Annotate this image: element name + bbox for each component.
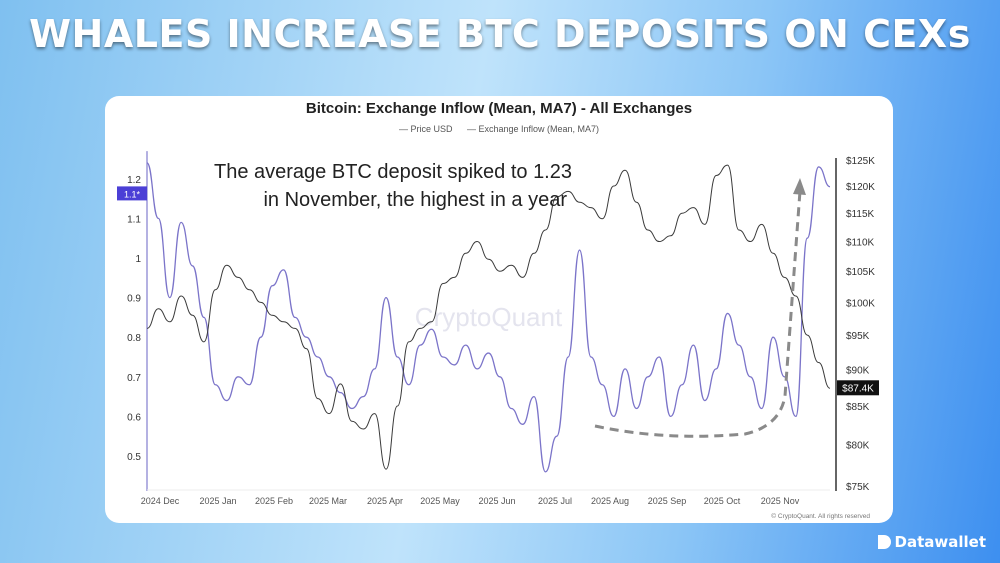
annotation-line-1: The average BTC deposit spiked to 1.23 [214,161,572,183]
inflow-line [146,162,831,473]
right-tick-label: $100K [846,298,875,309]
right-current-marker-label: $87.4K [842,383,874,394]
chart-plot: CryptoQuant 0.5 0.6 0.7 0.8 0.9 1 1.1 1.2 $75K $80… [117,151,879,520]
x-tick-label: 2025 Apr [367,496,403,506]
x-tick-label: 2025 Aug [591,496,629,506]
x-tick-label: 2025 Jun [478,496,515,506]
x-tick-label: 2025 Jul [538,496,572,506]
left-tick-label: 0.8 [127,333,141,344]
x-tick-label: 2025 May [420,496,460,506]
brand-name: Datawallet [894,533,986,551]
right-tick-label: $85K [846,402,870,413]
right-tick-label: $80K [846,441,870,452]
x-tick-label: 2025 Sep [648,496,687,506]
left-current-marker [117,186,147,201]
price-line [146,164,831,470]
right-tick-label: $115K [846,209,875,220]
left-tick-label: 0.7 [127,373,141,384]
right-current-marker [837,380,879,396]
x-tick-label: 2025 Nov [761,496,800,506]
chart-title: Bitcoin: Exchange Inflow (Mean, MA7) - A… [305,100,693,117]
legend-price[interactable]: — Price USD [398,124,453,134]
x-tick-label: 2025 Feb [255,496,293,506]
left-current-marker-label: 1.1* [124,189,141,199]
x-tick-label: 2025 Oct [704,496,741,506]
x-tick-label: 2025 Mar [309,496,347,506]
right-tick-label: $95K [846,331,870,342]
right-tick-label: $75K [846,482,870,493]
left-tick-label: 1.2 [127,175,141,186]
x-tick-label: 2025 Jan [199,496,236,506]
left-tick-label: 0.9 [127,294,141,305]
left-tick-label: 0.5 [127,452,141,463]
copyright: © CryptoQuant. All rights reserved [771,512,870,520]
brand-logo: Datawallet [877,533,986,551]
datawallet-logo-icon [877,535,891,549]
x-tick-label: 2024 Dec [141,496,180,506]
annotation-line-2: in November, the highest in a year [263,189,567,211]
right-tick-label: $110K [846,238,875,249]
right-tick-label: $120K [846,182,875,193]
left-tick-label: 0.6 [127,412,141,423]
chart-legend: — Price USD — Exchange Inflow (Mean, MA7… [105,124,893,134]
watermark: CryptoQuant [415,302,563,332]
right-tick-label: $105K [846,267,875,278]
left-tick-label: 1 [135,254,141,265]
right-tick-label: $125K [846,156,875,167]
headline: WHALES INCREASE BTC DEPOSITS ON CEXs [29,12,971,56]
arrowhead-icon [793,178,806,195]
chart-card: Bitcoin: Exchange Inflow (Mean, MA7) - A… [105,96,893,523]
right-tick-label: $90K [846,366,870,377]
annotation-dashed-arrow [594,190,802,438]
left-tick-label: 1.1 [127,214,141,225]
legend-inflow[interactable]: — Exchange Inflow (Mean, MA7) [466,124,600,134]
